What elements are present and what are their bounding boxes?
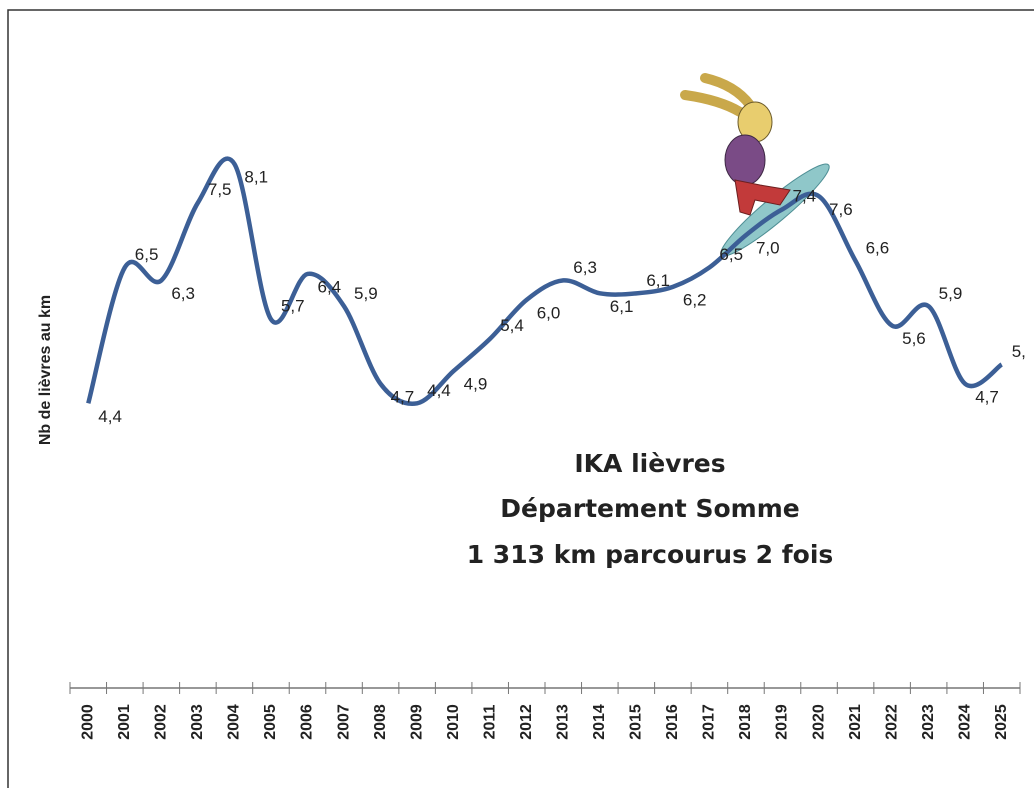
data-label: 6,4 [318, 277, 342, 296]
x-tick-label: 2002 [153, 704, 170, 740]
data-label: 6,3 [171, 284, 195, 303]
data-label: 4,4 [98, 407, 122, 426]
data-label: 4,4 [427, 381, 451, 400]
x-tick-label: 2019 [774, 704, 791, 740]
x-tick-label: 2018 [737, 704, 754, 740]
data-label: 5,6 [902, 329, 926, 348]
x-tick-label: 2001 [116, 704, 133, 740]
data-label: 6,3 [573, 258, 597, 277]
x-tick-label: 2009 [408, 704, 425, 740]
x-tick-label: 2024 [956, 704, 973, 740]
data-label: 6,6 [866, 238, 890, 257]
x-tick-label: 2016 [664, 704, 681, 740]
x-tick-label: 2008 [372, 704, 389, 740]
data-label: 8,1 [244, 167, 268, 186]
x-tick-label: 2015 [628, 704, 645, 740]
data-label: 4,7 [391, 387, 415, 406]
data-label: 5,9 [939, 284, 963, 303]
frame [7, 9, 1034, 788]
x-tick-label: 2013 [554, 704, 571, 740]
data-label: 4,7 [975, 387, 999, 406]
x-tick-label: 2011 [481, 705, 498, 740]
x-tick-label: 2017 [701, 704, 718, 740]
x-tick-label: 2025 [993, 704, 1010, 740]
data-label: 7,6 [829, 200, 853, 219]
x-tick-label: 2012 [518, 704, 535, 740]
x-tick-label: 2000 [79, 704, 96, 740]
title-line: 1 313 km parcourus 2 fois [467, 540, 834, 569]
data-label: 5,4 [500, 316, 524, 335]
data-label: 7,4 [793, 187, 817, 206]
x-tick-label: 2005 [262, 704, 279, 740]
x-tick-label: 2023 [920, 704, 937, 740]
data-label: 5,7 [281, 297, 305, 316]
data-label: 7,0 [756, 239, 780, 258]
line-series [86, 156, 1004, 407]
data-label: 5,9 [354, 284, 378, 303]
data-label: 6,1 [646, 271, 670, 290]
x-tick-label: 2004 [226, 704, 243, 740]
x-tick-label: 2006 [299, 704, 316, 740]
x-tick-label: 2003 [189, 704, 206, 740]
title-line: IKA lièvres [574, 449, 725, 478]
x-tick-label: 2021 [847, 704, 864, 740]
x-tick-label: 2007 [335, 704, 352, 740]
x-tick-label: 2014 [591, 704, 608, 740]
data-label: 6,2 [683, 290, 707, 309]
data-label: 6,1 [610, 297, 634, 316]
data-label: 5, [1012, 342, 1026, 361]
x-tick-label: 2010 [445, 704, 462, 740]
x-tick-label: 2022 [883, 704, 900, 740]
data-label: 6,5 [135, 245, 159, 264]
data-label: 7,5 [208, 180, 232, 199]
data-label: 4,9 [464, 374, 488, 393]
data-label: 6,0 [537, 303, 561, 322]
y-axis-label: Nb de lièvres au km [37, 295, 54, 445]
rabbit-illustration [680, 73, 830, 257]
x-tick-label: 2020 [810, 704, 827, 740]
data-label: 6,5 [719, 245, 743, 264]
title-line: Département Somme [500, 494, 799, 523]
